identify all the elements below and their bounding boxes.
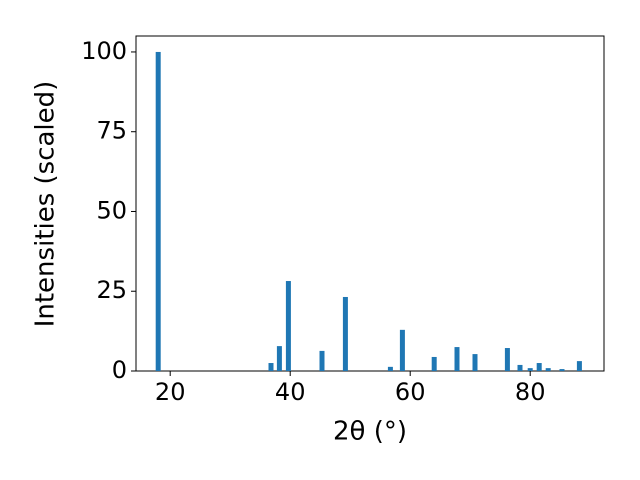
bar: [559, 369, 565, 371]
bar: [342, 296, 348, 371]
x-axis-label: 2θ (°): [333, 417, 407, 447]
bar: [387, 366, 393, 371]
x-tick-label: 60: [395, 378, 426, 406]
bar: [285, 281, 291, 371]
bar: [545, 368, 551, 371]
bar: [276, 346, 282, 371]
bar: [454, 347, 460, 371]
bar: [504, 348, 510, 371]
y-tick-label: 50: [96, 196, 127, 224]
y-tick-label: 0: [112, 356, 127, 384]
plot-frame: [135, 35, 605, 372]
y-tick-label: 25: [96, 276, 127, 304]
bar: [319, 350, 325, 371]
bar: [536, 363, 542, 371]
x-tick-label: 20: [155, 378, 186, 406]
x-tick-label: 40: [275, 378, 306, 406]
bar: [517, 364, 523, 371]
bar: [472, 354, 478, 371]
bar: [155, 51, 161, 371]
y-axis-label: Intensities (scaled): [31, 81, 61, 328]
bar: [527, 368, 533, 371]
y-tick-label: 100: [81, 37, 127, 65]
y-tick-label: 75: [96, 117, 127, 145]
bar: [268, 363, 274, 371]
bar: [399, 329, 405, 371]
bar: [576, 361, 582, 371]
bar: [431, 356, 437, 371]
x-tick-label: 80: [515, 378, 546, 406]
